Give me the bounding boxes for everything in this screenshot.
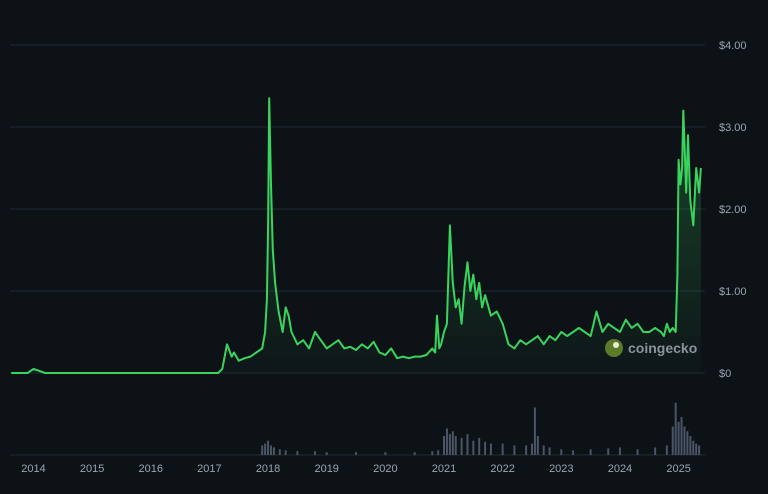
y-axis-labels: $0 $1.00 $2.00 $3.00 $4.00 <box>719 40 747 380</box>
volume-bar <box>560 449 563 455</box>
volume-bar <box>443 436 446 455</box>
grid-lines <box>10 44 705 456</box>
volume-bar <box>261 445 264 455</box>
x-tick-label: 2023 <box>549 463 573 475</box>
volume-bar <box>454 436 457 455</box>
x-tick-label: 2019 <box>314 463 338 475</box>
y-tick-label: $4.00 <box>719 40 747 52</box>
volume-bar <box>530 443 533 455</box>
coingecko-watermark: coingecko <box>605 339 697 357</box>
volume-bar <box>355 452 358 455</box>
volume-bar <box>677 421 680 455</box>
x-tick-label: 2022 <box>490 463 514 475</box>
volume-bar <box>313 451 316 455</box>
watermark-text: coingecko <box>628 340 697 356</box>
volume-bar <box>542 445 545 455</box>
y-tick-label: $3.00 <box>719 122 747 134</box>
volume-bar <box>636 449 639 455</box>
volume-bar <box>278 449 281 455</box>
gecko-logo-icon <box>605 339 623 357</box>
x-tick-label: 2020 <box>373 463 397 475</box>
volume-bar <box>296 451 299 455</box>
volume-bar <box>686 431 689 455</box>
volume-bar <box>665 445 668 455</box>
volume-bar <box>466 434 469 455</box>
volume-bar <box>698 445 701 455</box>
volume-bar <box>413 452 416 455</box>
volume-bar <box>533 407 536 455</box>
volume-bar <box>680 417 683 455</box>
volume-bar <box>472 440 475 455</box>
volume-bar <box>445 428 448 455</box>
price-line <box>11 97 702 374</box>
volume-bar <box>267 440 270 455</box>
volume-bar <box>536 436 539 455</box>
y-tick-label: $0 <box>719 368 731 380</box>
volume-bar <box>451 431 454 455</box>
volume-bar <box>460 437 463 455</box>
x-tick-label: 2015 <box>80 463 104 475</box>
volume-bar <box>618 447 621 455</box>
volume-bar <box>683 426 686 455</box>
volume-bar <box>478 437 481 455</box>
volume-bar <box>264 443 267 455</box>
y-tick-label: $2.00 <box>719 204 747 216</box>
volume-bar <box>448 434 451 455</box>
volume-bar <box>654 447 657 455</box>
volume-bar <box>671 426 674 455</box>
volume-bar <box>272 447 275 455</box>
volume-bars <box>261 402 701 455</box>
volume-bar <box>489 443 492 455</box>
volume-bar <box>269 445 272 455</box>
volume-bar <box>513 445 516 455</box>
volume-bar <box>692 440 695 455</box>
volume-bar <box>548 447 551 455</box>
volume-bar <box>674 402 677 455</box>
volume-bar <box>525 445 528 455</box>
volume-bar <box>589 449 592 455</box>
volume-bar <box>689 436 692 455</box>
y-tick-label: $1.00 <box>719 286 747 298</box>
x-axis-labels: 2014 2015 2016 2017 2018 2019 2020 2021 2022 2023… <box>21 463 691 475</box>
volume-bar <box>437 450 440 455</box>
x-tick-label: 2025 <box>666 463 690 475</box>
volume-bar <box>325 452 328 455</box>
volume-bar <box>284 450 287 455</box>
volume-bar <box>501 443 504 455</box>
volume-bar <box>484 441 487 455</box>
gecko-logo-eye <box>613 342 619 348</box>
x-tick-label: 2014 <box>21 463 45 475</box>
volume-bar <box>572 450 575 455</box>
volume-bar <box>431 451 434 455</box>
price-area <box>11 98 701 374</box>
x-tick-label: 2016 <box>139 463 163 475</box>
x-tick-label: 2018 <box>256 463 280 475</box>
volume-bar <box>695 443 698 455</box>
volume-bar <box>607 448 610 455</box>
x-tick-label: 2024 <box>608 463 632 475</box>
x-tick-label: 2017 <box>197 463 221 475</box>
x-tick-label: 2021 <box>432 463 456 475</box>
volume-bar <box>384 452 387 455</box>
